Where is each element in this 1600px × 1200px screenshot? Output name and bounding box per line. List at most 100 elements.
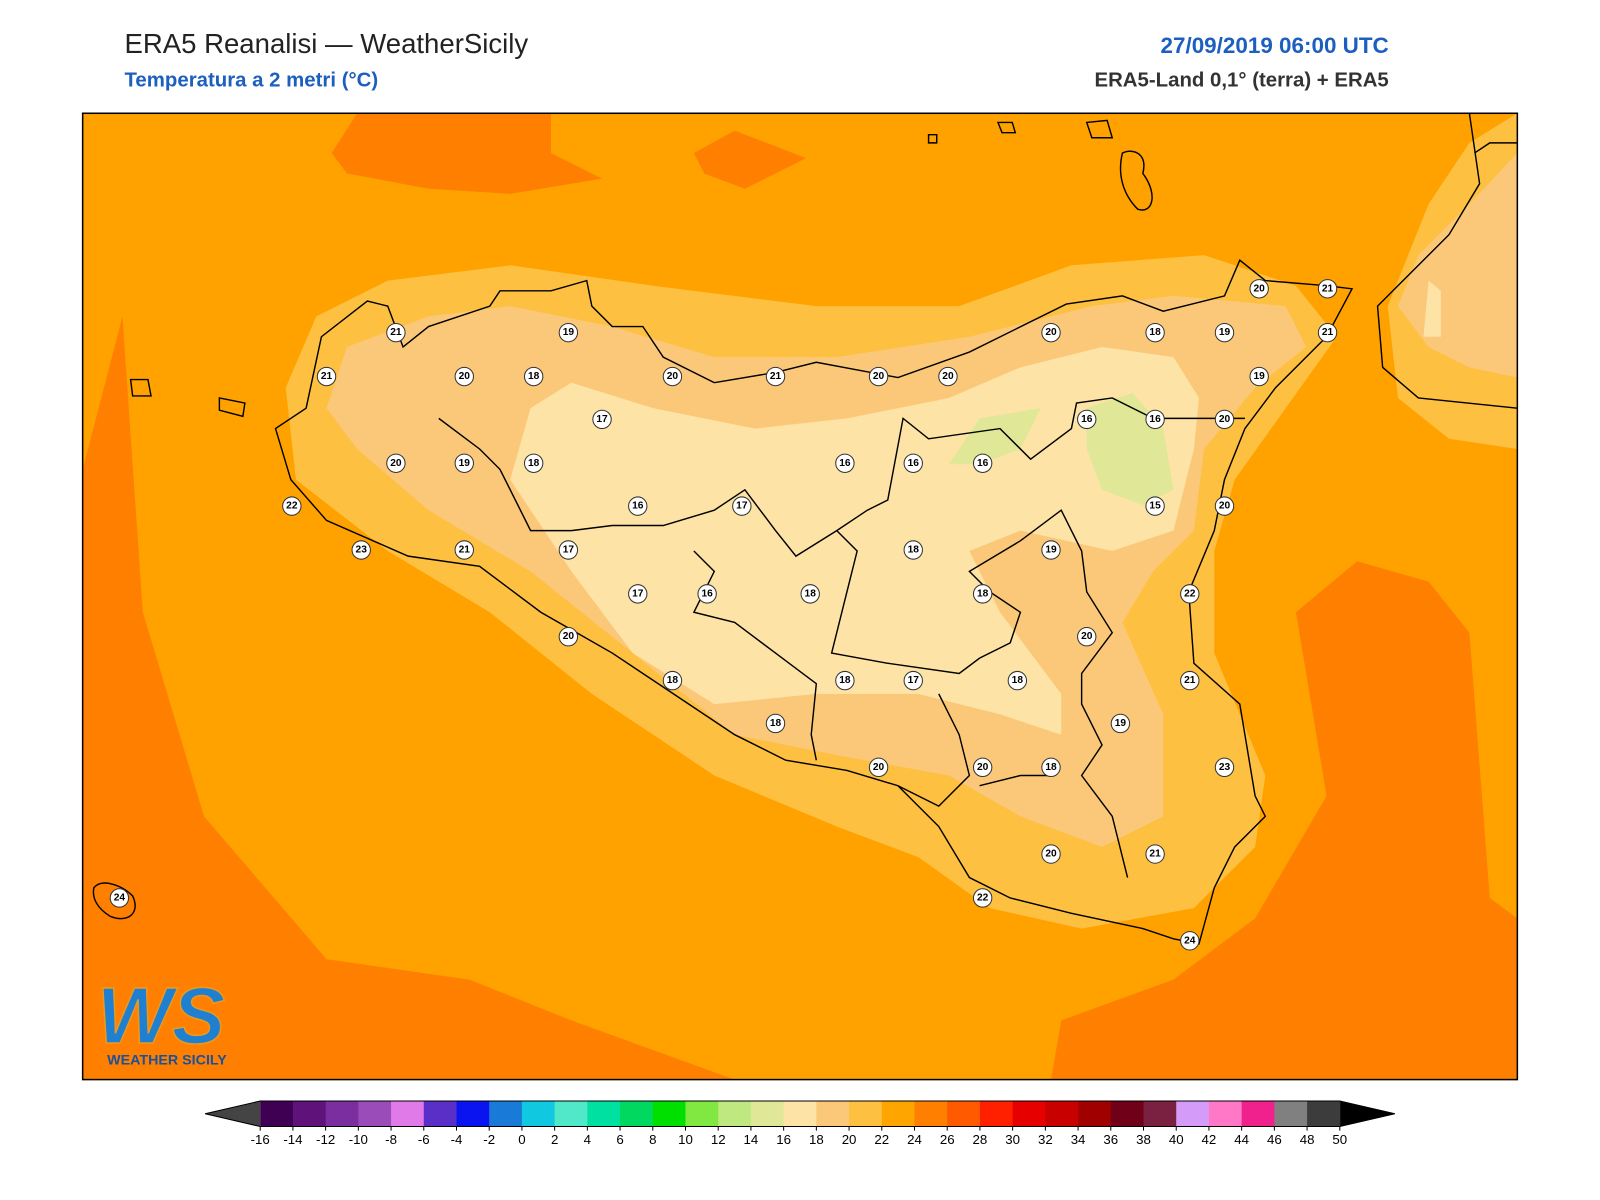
station-value: 17 [632, 588, 644, 599]
station: 21 [1317, 322, 1338, 343]
station-value: 16 [839, 458, 851, 469]
colorbar-tick-label: 0 [518, 1132, 525, 1147]
station: 15 [1145, 496, 1165, 516]
station: 16 [628, 496, 648, 516]
station-marker [454, 540, 474, 560]
station-value: 18 [1149, 327, 1161, 338]
station: 18 [835, 670, 855, 691]
colorbar-tick-label: 30 [1005, 1132, 1020, 1147]
station-marker [592, 409, 612, 430]
colorbar-tick-label: 44 [1234, 1132, 1249, 1147]
colorbar-swatch [849, 1101, 883, 1127]
station-marker [628, 496, 648, 516]
station-value: 23 [1219, 762, 1231, 773]
station-value: 19 [1115, 718, 1127, 729]
band-16 [510, 346, 1199, 735]
station: 20 [1041, 844, 1061, 864]
colorbar-tick-label: -14 [283, 1132, 302, 1147]
station: 16 [835, 453, 855, 473]
station-value: 18 [805, 588, 817, 599]
station-marker [697, 584, 717, 604]
station-marker [1317, 322, 1338, 343]
station-value: 19 [1219, 327, 1231, 338]
colorbar-swatch [521, 1101, 556, 1127]
station: 20 [868, 366, 889, 387]
station: 24 [1180, 931, 1200, 951]
station-marker [662, 670, 683, 691]
station-marker [1145, 322, 1165, 343]
station-value: 24 [1184, 935, 1196, 946]
band-16 [1423, 280, 1441, 337]
station-value: 21 [1184, 675, 1196, 686]
station-value: 18 [839, 675, 851, 686]
station: 19 [1110, 713, 1131, 734]
station: 22 [282, 496, 302, 516]
station-value: 18 [528, 371, 540, 382]
station-marker [1145, 844, 1165, 864]
colorbar-swatch [1307, 1101, 1341, 1127]
colorbar-swatch [620, 1101, 654, 1127]
subtitle: Temperatura a 2 metri (°C) [124, 70, 378, 92]
station-marker [1145, 409, 1165, 430]
station: 20 [1214, 409, 1235, 430]
station: 18 [1007, 670, 1028, 691]
station-marker [835, 670, 855, 691]
colorbar-swatch [587, 1101, 621, 1127]
station-marker [1214, 409, 1235, 430]
colorbar-tick-label: -16 [251, 1132, 270, 1147]
station-value: 20 [563, 631, 575, 642]
station-value: 20 [1219, 414, 1231, 425]
station: 21 [386, 322, 406, 343]
station: 20 [662, 366, 683, 387]
station: 23 [1214, 757, 1235, 778]
station-marker [1180, 670, 1200, 691]
logo-name: WEATHER SICILY [107, 1052, 227, 1068]
station-marker [1180, 584, 1200, 604]
colorbar-over [1339, 1101, 1395, 1127]
station-marker [523, 453, 544, 473]
colorbar-tick-label: 40 [1169, 1132, 1184, 1147]
colorbar-swatch [816, 1101, 850, 1127]
station: 17 [592, 409, 612, 430]
station-value: 16 [701, 588, 713, 599]
station-value: 15 [1149, 501, 1161, 512]
colorbar-tick-label: 38 [1136, 1132, 1151, 1147]
station: 17 [732, 496, 752, 516]
station-value: 20 [1045, 327, 1057, 338]
station-marker [558, 540, 579, 560]
station-value: 18 [908, 545, 920, 556]
station: 16 [972, 453, 993, 473]
station-value: 18 [977, 588, 989, 599]
station-value: 19 [1045, 545, 1057, 556]
station-value: 16 [632, 501, 644, 512]
station: 18 [662, 670, 683, 691]
station-value: 20 [942, 371, 954, 382]
station-value: 20 [1045, 849, 1057, 860]
station: 19 [1214, 322, 1235, 343]
station-value: 21 [459, 545, 471, 556]
station: 18 [765, 713, 786, 734]
colorbar-swatch [1012, 1101, 1046, 1127]
station: 16 [1077, 409, 1097, 430]
station-marker [1007, 670, 1028, 691]
station-value: 20 [1081, 631, 1093, 642]
station-marker [1145, 496, 1165, 516]
colorbar-tick-label: -4 [451, 1132, 463, 1147]
station: 16 [697, 584, 717, 604]
station-marker [1214, 757, 1235, 778]
station: 20 [938, 366, 958, 387]
colorbar-swatch [1045, 1101, 1079, 1127]
colorbar-swatch [1208, 1101, 1243, 1127]
station-marker [109, 888, 130, 908]
coastline [92, 113, 1518, 945]
logo-initials: WS [97, 971, 225, 1060]
station-marker [1214, 496, 1235, 516]
station: 18 [523, 366, 544, 387]
colorbar-swatch [1110, 1101, 1145, 1127]
station-marker [316, 366, 337, 387]
station: 21 [1317, 279, 1338, 299]
station-marker [868, 366, 889, 387]
station-marker [1041, 322, 1061, 343]
station: 19 [1041, 540, 1061, 560]
